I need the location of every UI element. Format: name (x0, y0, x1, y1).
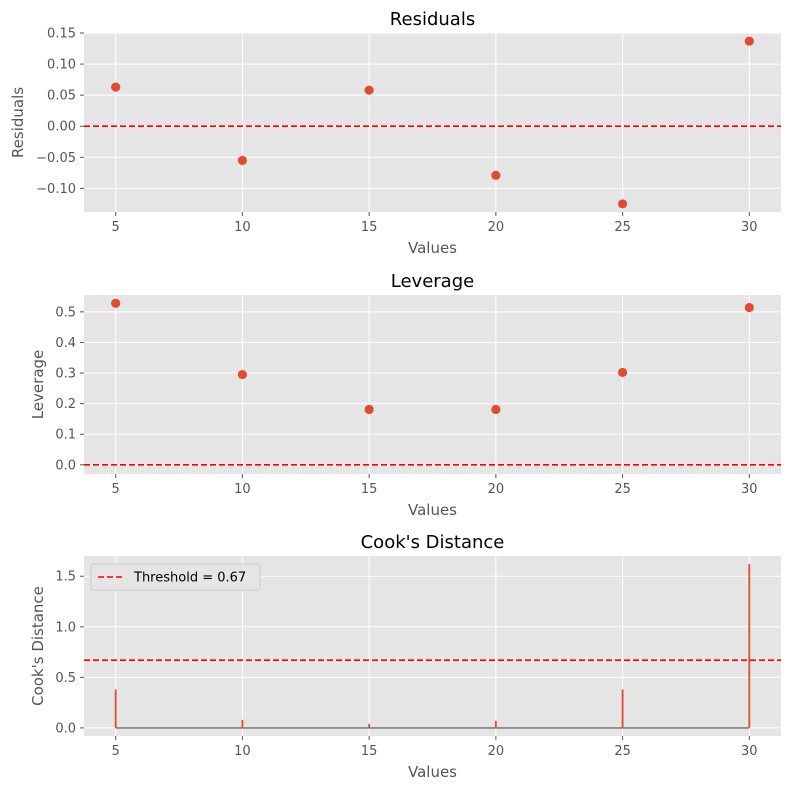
legend-label: Threshold = 0.67 (133, 571, 246, 586)
plot-area (84, 295, 781, 474)
y-tick-label: 0.05 (47, 89, 76, 104)
y-tick-label: 0.15 (47, 27, 76, 42)
data-point (364, 85, 374, 95)
x-tick-label: 15 (361, 220, 378, 235)
x-axis-label: Values (408, 763, 457, 781)
y-tick-label: −0.10 (36, 182, 76, 197)
x-tick-label: 5 (112, 744, 120, 759)
x-tick-label: 25 (614, 744, 631, 759)
data-point (491, 170, 501, 180)
x-tick-label: 30 (741, 220, 758, 235)
data-point (617, 367, 628, 378)
x-tick-label: 15 (361, 482, 378, 497)
data-point (744, 302, 754, 313)
data-point (237, 155, 248, 166)
chart-title: Leverage (391, 271, 474, 292)
data-point (111, 82, 121, 92)
x-axis-label: Values (408, 501, 457, 519)
x-tick-label: 10 (234, 482, 251, 497)
y-tick-label: 0.3 (55, 367, 76, 382)
x-tick-label: 10 (234, 220, 251, 235)
data-point (744, 36, 754, 46)
data-point (491, 404, 501, 415)
data-point (237, 369, 248, 380)
x-axis-label: Values (408, 239, 457, 257)
chart-title: Residuals (390, 9, 475, 30)
y-axis-label: Cook's Distance (29, 586, 47, 706)
y-tick-label: 0.4 (55, 336, 76, 351)
x-tick-label: 10 (234, 744, 251, 759)
y-tick-label: 0.00 (47, 120, 76, 135)
x-tick-label: 5 (112, 220, 120, 235)
y-axis-label: Residuals (9, 87, 27, 158)
data-point (111, 298, 121, 308)
legend: Threshold = 0.67 (90, 563, 261, 591)
x-tick-label: 5 (112, 482, 120, 497)
x-tick-label: 30 (741, 482, 758, 497)
y-tick-label: 0.1 (55, 428, 76, 443)
y-tick-label: 0.5 (55, 305, 76, 320)
y-tick-label: 0.2 (55, 397, 76, 412)
y-tick-label: 0.5 (55, 671, 76, 686)
x-tick-label: 20 (488, 220, 505, 235)
x-tick-label: 25 (614, 220, 631, 235)
legend-box (90, 563, 261, 591)
y-tick-label: −0.05 (36, 151, 76, 166)
y-tick-label: 0.0 (55, 721, 76, 736)
chart-title: Cook's Distance (361, 532, 505, 553)
x-tick-label: 15 (361, 744, 378, 759)
data-point (617, 199, 628, 209)
y-axis-label: Leverage (29, 350, 47, 420)
x-tick-label: 30 (741, 744, 758, 759)
y-tick-label: 0.0 (55, 458, 76, 473)
x-tick-label: 20 (488, 482, 505, 497)
chart-panel-3: 5 10 15 20 25 30 0.0 0.5 1.0 1.5 Threshold = 0.67 C… (29, 532, 781, 781)
x-tick-label: 25 (614, 482, 631, 497)
y-tick-label: 0.10 (47, 58, 76, 73)
x-tick-label: 20 (488, 744, 505, 759)
y-tick-label: 1.0 (55, 620, 76, 635)
y-tick-label: 1.5 (55, 570, 76, 585)
chart-panel-1: 5 10 15 20 25 30 −0.10 −0.05 0.00 0.05 0.10 0.15 Res… (9, 9, 781, 257)
data-point (364, 404, 374, 415)
chart-panel-2: 5 10 15 20 25 30 0.0 0.1 0.2 0.3 0.4 0.5 Leverage Val… (29, 271, 781, 519)
plot-area (84, 33, 781, 212)
